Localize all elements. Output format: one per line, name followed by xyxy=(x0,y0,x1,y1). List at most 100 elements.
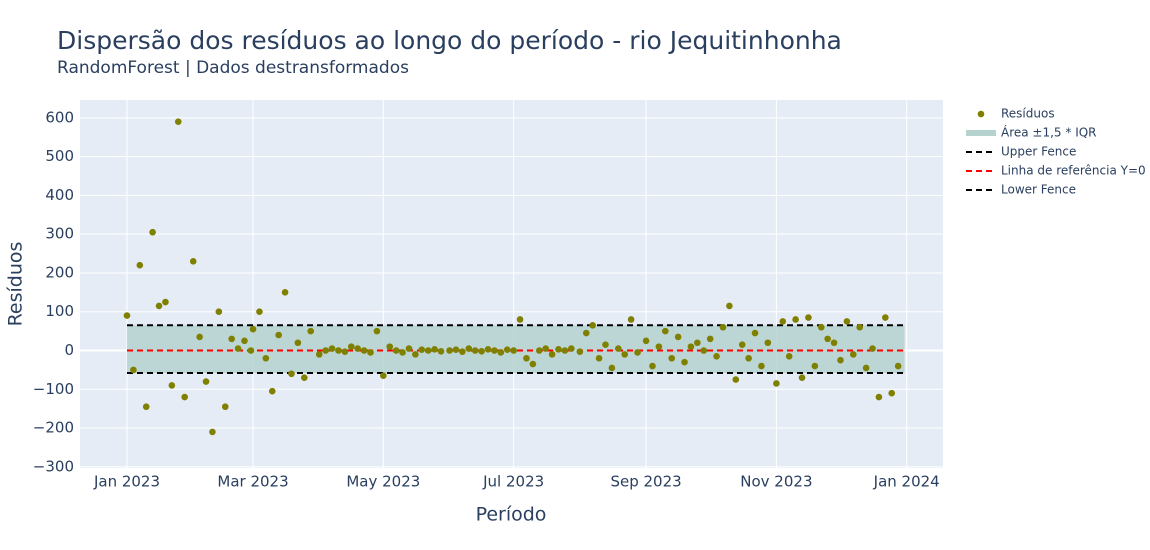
residual-point xyxy=(888,389,896,397)
residual-point xyxy=(732,376,740,383)
residual-point xyxy=(465,345,473,352)
residual-point xyxy=(548,351,556,358)
residual-point xyxy=(452,346,460,354)
residual-point xyxy=(497,349,505,356)
residual-point xyxy=(510,347,517,354)
residual-point xyxy=(843,318,851,325)
residual-point xyxy=(268,387,276,395)
residual-point xyxy=(738,341,746,348)
residual-point xyxy=(347,343,355,350)
y-tick-label: 600 xyxy=(45,108,74,126)
residual-point xyxy=(249,325,257,333)
residual-point xyxy=(837,356,844,364)
residual-point xyxy=(634,349,641,356)
residual-point xyxy=(792,316,799,323)
residual-point xyxy=(589,321,596,329)
legend-label: Lower Fence xyxy=(1001,183,1076,197)
y-tick-label: 400 xyxy=(45,186,74,204)
residual-point xyxy=(300,374,308,381)
residual-point xyxy=(130,366,137,374)
residual-point xyxy=(687,343,695,350)
residual-point xyxy=(681,358,688,366)
residual-point xyxy=(862,364,870,372)
residual-point xyxy=(894,362,902,370)
residual-point xyxy=(805,314,812,321)
residual-point xyxy=(503,346,511,354)
residual-point xyxy=(459,348,466,355)
residual-point xyxy=(209,428,216,436)
residual-point xyxy=(142,403,150,411)
x-tick-label: Jan 2024 xyxy=(873,473,940,491)
residual-point xyxy=(779,318,787,325)
residual-point xyxy=(354,345,361,352)
residual-point xyxy=(668,354,676,362)
residual-point xyxy=(189,258,197,265)
residual-point xyxy=(386,343,394,350)
residual-point xyxy=(582,329,590,337)
residual-point xyxy=(856,323,863,331)
x-tick-label: Nov 2023 xyxy=(740,473,812,491)
residual-point xyxy=(655,343,663,350)
residual-point xyxy=(523,354,530,362)
residual-point xyxy=(315,351,323,358)
residual-point xyxy=(561,347,569,354)
residual-point xyxy=(535,347,543,354)
residual-point xyxy=(328,345,336,352)
y-tick-label: −300 xyxy=(33,457,74,475)
residual-point xyxy=(228,335,235,343)
legend-label: Área ±1,5 * IQR xyxy=(1001,125,1097,140)
residual-point xyxy=(817,323,825,331)
residual-point xyxy=(162,298,169,306)
residual-point xyxy=(798,374,806,381)
residual-point xyxy=(234,345,242,352)
residual-point xyxy=(294,339,302,347)
residual-point xyxy=(168,382,176,389)
residual-point xyxy=(649,362,656,370)
x-tick-label: Jul 2023 xyxy=(482,473,544,491)
residual-point xyxy=(123,312,131,319)
residual-point xyxy=(751,329,759,337)
residual-point xyxy=(424,347,432,354)
residual-point xyxy=(484,346,492,353)
residual-point xyxy=(595,354,603,362)
residual-point xyxy=(662,327,669,335)
x-axis-title: Período xyxy=(476,504,547,526)
residual-point xyxy=(275,331,282,339)
plot-background xyxy=(80,100,943,468)
residual-point xyxy=(181,393,188,401)
y-tick-label: −100 xyxy=(33,380,74,398)
residual-point xyxy=(322,347,329,354)
residual-point xyxy=(849,351,857,358)
residual-point xyxy=(307,327,315,335)
residual-point xyxy=(555,346,562,353)
residual-point xyxy=(418,346,426,354)
y-tick-label: 200 xyxy=(45,263,74,281)
chart-subtitle: RandomForest | Dados destransformados xyxy=(57,58,409,78)
y-tick-label: 0 xyxy=(64,341,74,359)
residual-point xyxy=(621,351,629,358)
residual-point xyxy=(642,337,650,345)
residual-point xyxy=(136,261,144,269)
residual-point xyxy=(529,360,537,368)
residual-point xyxy=(627,316,635,323)
legend-marker xyxy=(977,110,985,118)
residual-point xyxy=(706,335,714,343)
residual-point xyxy=(360,347,368,354)
residual-point xyxy=(341,348,349,355)
residual-point xyxy=(256,308,263,316)
residual-point xyxy=(196,333,203,341)
residual-point xyxy=(516,316,524,323)
residual-point xyxy=(471,347,479,354)
residual-point xyxy=(241,337,248,345)
residual-point xyxy=(785,353,793,360)
residual-point xyxy=(399,349,406,356)
residual-point xyxy=(869,345,876,352)
residual-point xyxy=(608,364,616,372)
residual-point xyxy=(380,372,387,380)
residual-point xyxy=(700,347,708,354)
legend-label: Linha de referência Y=0 xyxy=(1001,164,1146,178)
residual-point xyxy=(745,354,752,362)
residual-point xyxy=(542,345,549,352)
residual-point xyxy=(405,345,413,352)
